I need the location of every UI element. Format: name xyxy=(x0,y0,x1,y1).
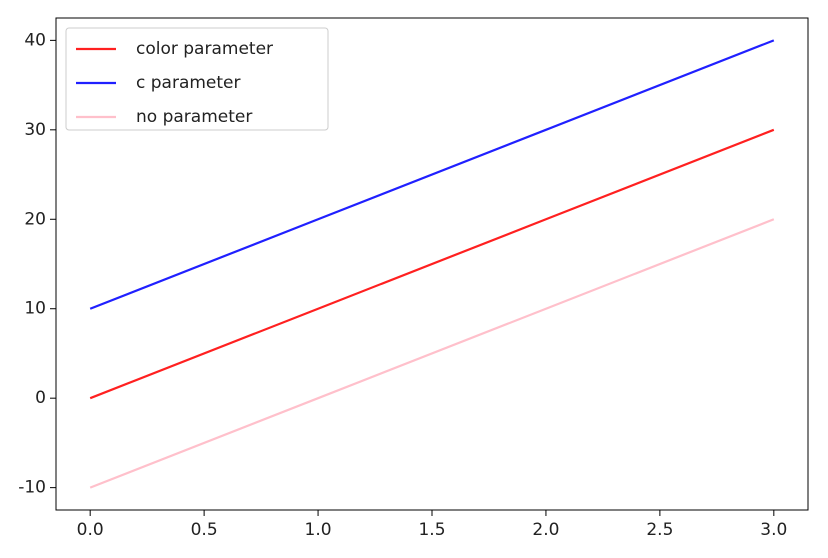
x-tick-label: 2.5 xyxy=(646,520,673,540)
x-tick-label: 1.0 xyxy=(305,520,332,540)
x-tick-label: 0.0 xyxy=(77,520,104,540)
y-tick-label: 30 xyxy=(24,120,46,140)
x-tick-label: 0.5 xyxy=(191,520,218,540)
series-line xyxy=(89,128,775,400)
y-tick-label: 0 xyxy=(35,388,46,408)
x-tick-label: 1.5 xyxy=(418,520,445,540)
series-line xyxy=(89,218,775,489)
series-line xyxy=(89,39,775,310)
x-tick-label: 3.0 xyxy=(760,520,787,540)
x-tick-label: 2.0 xyxy=(532,520,559,540)
y-tick-label: 10 xyxy=(24,299,46,319)
y-tick-label: 40 xyxy=(24,30,46,50)
legend-label: no parameter xyxy=(136,107,252,127)
y-tick-label: -10 xyxy=(18,478,46,498)
legend-label: color parameter xyxy=(136,39,273,59)
legend-label: c parameter xyxy=(136,73,241,93)
y-tick-label: 20 xyxy=(24,209,46,229)
legend-box xyxy=(65,27,329,131)
